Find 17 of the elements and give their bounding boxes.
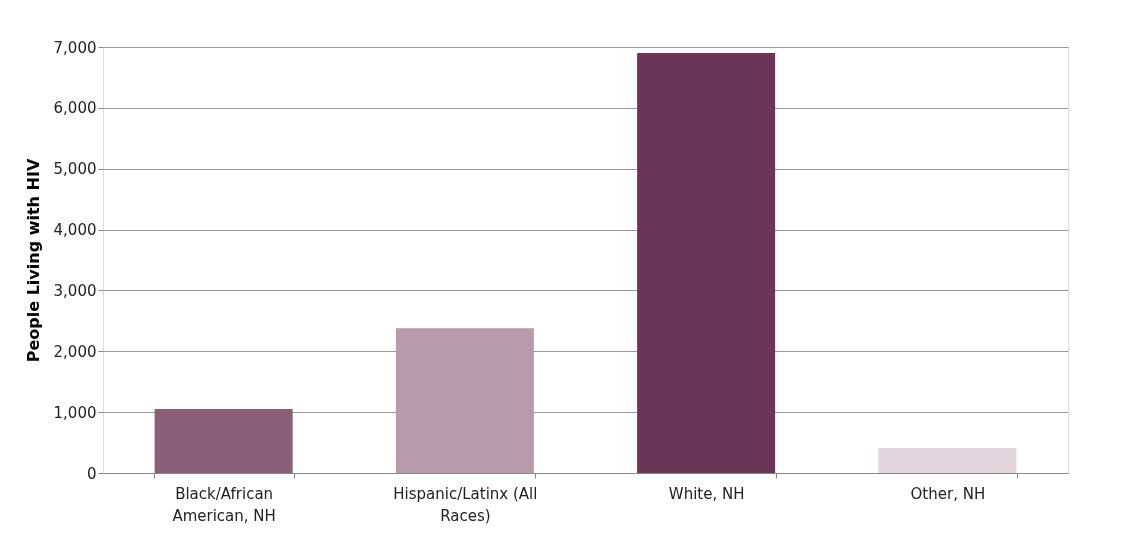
y-tick-label: 0 (86, 464, 97, 483)
y-axis-title: People Living with HIV (23, 158, 43, 363)
bar (395, 328, 534, 473)
y-tick-label: 3,000 (53, 281, 97, 300)
y-tick-label: 5,000 (53, 160, 97, 179)
y-tick-label: 7,000 (53, 38, 97, 57)
bar (878, 448, 1017, 473)
bar (154, 409, 293, 473)
x-tick-label: Black/African American, NH (172, 484, 276, 525)
y-tick-label: 4,000 (53, 221, 97, 240)
x-tick-label: White, NH (668, 484, 745, 503)
x-tick-label: Hispanic/Latinx (All Races) (393, 484, 538, 525)
y-tick-label: 6,000 (53, 99, 97, 118)
x-tick-label: Other, NH (910, 484, 986, 503)
bar (637, 53, 776, 473)
y-tick-label: 2,000 (53, 342, 97, 361)
y-tick-label: 1,000 (53, 403, 97, 422)
